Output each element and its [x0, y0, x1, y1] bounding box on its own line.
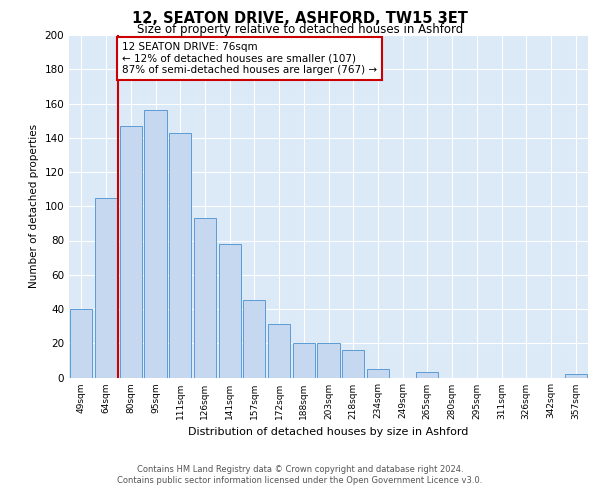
- X-axis label: Distribution of detached houses by size in Ashford: Distribution of detached houses by size …: [188, 427, 469, 437]
- Bar: [243, 300, 265, 378]
- Bar: [145, 110, 167, 378]
- Bar: [169, 132, 191, 378]
- Text: Contains public sector information licensed under the Open Government Licence v3: Contains public sector information licen…: [118, 476, 482, 485]
- Bar: [119, 126, 142, 378]
- Bar: [342, 350, 364, 378]
- Bar: [268, 324, 290, 378]
- Bar: [416, 372, 439, 378]
- Bar: [194, 218, 216, 378]
- Text: 12, SEATON DRIVE, ASHFORD, TW15 3ET: 12, SEATON DRIVE, ASHFORD, TW15 3ET: [132, 11, 468, 26]
- Bar: [218, 244, 241, 378]
- Text: 12 SEATON DRIVE: 76sqm
← 12% of detached houses are smaller (107)
87% of semi-de: 12 SEATON DRIVE: 76sqm ← 12% of detached…: [122, 42, 377, 75]
- Y-axis label: Number of detached properties: Number of detached properties: [29, 124, 39, 288]
- Bar: [367, 369, 389, 378]
- Bar: [70, 309, 92, 378]
- Bar: [565, 374, 587, 378]
- Text: Size of property relative to detached houses in Ashford: Size of property relative to detached ho…: [137, 22, 463, 36]
- Bar: [317, 343, 340, 378]
- Bar: [95, 198, 117, 378]
- Bar: [293, 343, 315, 378]
- Text: Contains HM Land Registry data © Crown copyright and database right 2024.: Contains HM Land Registry data © Crown c…: [137, 465, 463, 474]
